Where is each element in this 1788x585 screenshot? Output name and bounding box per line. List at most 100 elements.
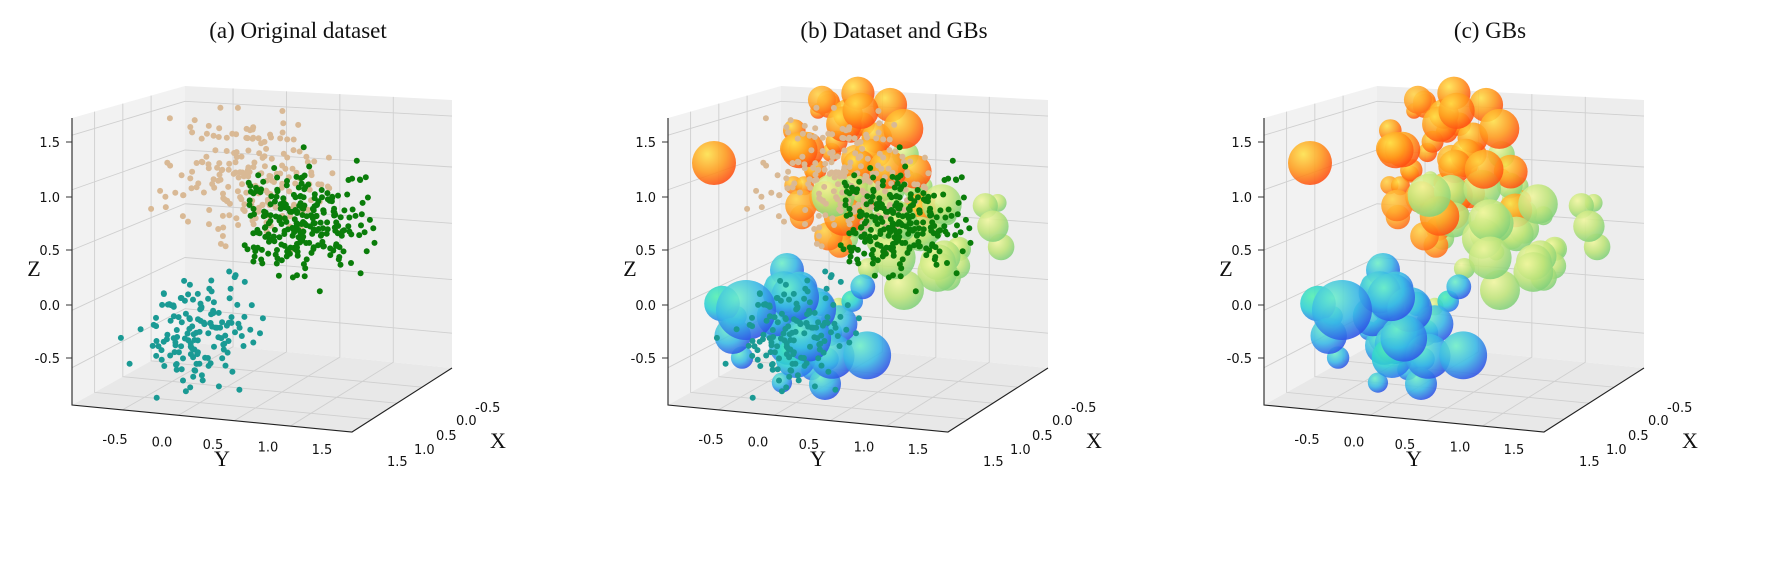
data-point: [249, 217, 256, 224]
data-point: [345, 223, 352, 230]
data-point: [839, 189, 846, 196]
data-point: [175, 349, 182, 356]
data-point: [226, 212, 233, 219]
granular-ball: [1464, 149, 1504, 189]
data-point: [766, 303, 773, 310]
x-tick-label: 1.5: [983, 455, 1004, 470]
data-point: [264, 189, 271, 196]
data-point: [329, 170, 336, 177]
data-point: [226, 268, 233, 275]
data-point: [290, 136, 297, 143]
panel-title: (b) Dataset and GBs: [800, 18, 988, 43]
data-point: [845, 217, 852, 224]
granular-ball: [842, 92, 879, 129]
data-point: [225, 166, 232, 173]
data-point: [200, 189, 207, 196]
data-point: [870, 174, 877, 181]
data-point: [909, 227, 916, 234]
data-point: [243, 134, 250, 141]
chart-original-dataset: -0.50.00.51.01.5-0.5 0.0 0.5 1.0 1.51.51.00.…: [27, 86, 506, 471]
data-point: [788, 367, 795, 374]
data-point: [834, 333, 841, 339]
data-point: [159, 301, 166, 308]
data-point: [273, 260, 280, 267]
data-point: [261, 224, 268, 231]
data-point: [243, 125, 250, 132]
data-point: [863, 173, 870, 180]
data-point: [187, 175, 194, 182]
granular-ball: [1468, 199, 1511, 242]
data-point: [800, 355, 807, 361]
data-point: [785, 129, 792, 136]
data-point: [828, 159, 835, 166]
data-point: [153, 314, 159, 321]
data-point: [855, 154, 862, 161]
data-point: [371, 239, 378, 246]
data-point: [186, 315, 193, 322]
data-point: [778, 310, 785, 317]
data-point: [283, 182, 290, 189]
data-point: [303, 153, 310, 160]
data-point: [840, 246, 847, 253]
z-tick-label: 0.0: [1231, 299, 1252, 314]
data-point: [806, 176, 813, 183]
x-axis-label: X: [490, 428, 506, 453]
data-point: [167, 317, 174, 324]
data-point: [327, 245, 334, 252]
data-point: [254, 244, 261, 251]
granular-ball: [1479, 108, 1520, 149]
data-point: [191, 117, 198, 124]
granular-ball: [1380, 315, 1428, 362]
data-point: [733, 326, 740, 333]
granular-ball: [1381, 189, 1413, 222]
data-point: [216, 125, 223, 132]
granular-ball: [1438, 149, 1472, 183]
data-point: [749, 314, 755, 321]
data-point: [325, 154, 332, 161]
data-point: [250, 205, 257, 212]
data-point: [795, 377, 802, 384]
data-point: [303, 256, 310, 263]
data-point: [232, 272, 239, 279]
data-point: [871, 272, 878, 279]
data-point: [901, 206, 907, 213]
data-point: [812, 125, 819, 132]
data-point: [763, 352, 770, 359]
data-point: [299, 205, 306, 212]
z-tick-label: 1.0: [635, 191, 656, 206]
data-point: [286, 188, 293, 195]
granular-ball: [1518, 184, 1558, 224]
data-point: [300, 194, 307, 201]
data-point: [889, 223, 896, 229]
data-point: [864, 193, 871, 200]
data-point: [241, 313, 248, 320]
data-point: [292, 180, 299, 187]
data-point: [903, 223, 909, 230]
data-point: [223, 322, 230, 329]
data-point: [891, 121, 898, 128]
data-point: [148, 205, 155, 212]
data-point: [333, 242, 339, 249]
data-point: [801, 122, 808, 129]
data-point: [837, 313, 844, 320]
data-point: [349, 206, 356, 213]
data-point: [822, 268, 829, 275]
data-point: [250, 134, 257, 141]
data-point: [178, 319, 185, 326]
data-point: [837, 201, 844, 208]
data-point: [245, 147, 252, 154]
data-point: [948, 212, 955, 219]
y-tick-label: 1.5: [908, 443, 929, 458]
data-point: [713, 334, 720, 341]
data-point: [958, 174, 965, 181]
data-point: [210, 176, 217, 183]
granular-ball: [1407, 173, 1451, 217]
data-point: [749, 338, 756, 344]
data-point: [223, 134, 230, 141]
data-point: [846, 230, 853, 237]
data-point: [785, 168, 792, 175]
data-point: [826, 170, 833, 177]
data-point: [886, 147, 893, 154]
data-point: [289, 274, 296, 281]
data-point: [192, 367, 199, 374]
